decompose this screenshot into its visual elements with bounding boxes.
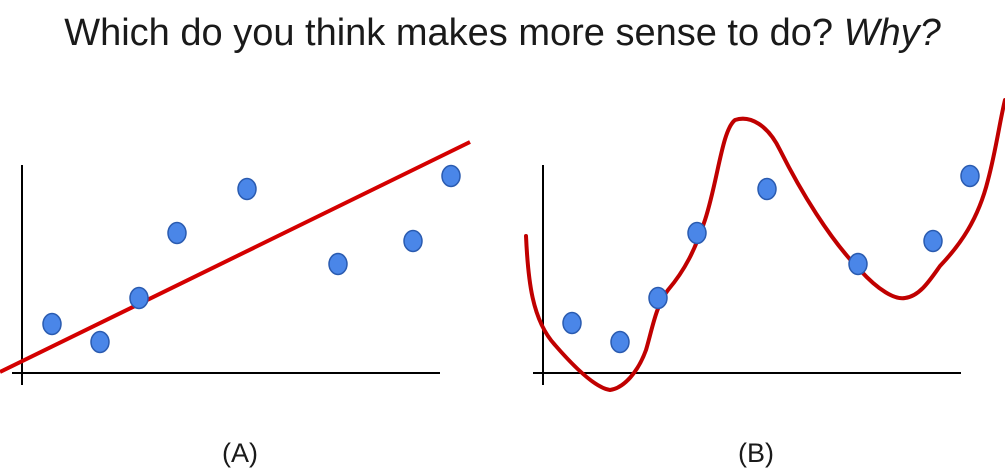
panel-b-points	[562, 164, 980, 354]
panel-a-point	[237, 177, 257, 201]
question-title: Which do you think makes more sense to d…	[0, 12, 1005, 55]
panel-b-point	[923, 229, 943, 253]
panel-a-caption: (A)	[222, 438, 258, 468]
panel-b-point	[687, 221, 707, 245]
panel-a-point	[42, 312, 62, 336]
panel-b-point	[610, 330, 630, 354]
panel-b-point	[960, 164, 980, 188]
question-text: Which do you think makes more sense to d…	[64, 12, 844, 54]
panel-b-point	[848, 252, 868, 276]
panel-a-point	[441, 164, 461, 188]
panel-a-point	[90, 330, 110, 354]
question-why: Why?	[843, 12, 941, 54]
panel-b-point	[562, 311, 582, 335]
panel-a-axes	[12, 165, 440, 385]
panel-b-point	[648, 286, 668, 310]
panel-a-point	[167, 221, 187, 245]
panel-b-axes	[533, 165, 961, 385]
panel-a-point	[129, 286, 149, 310]
panel-b-caption: (B)	[738, 438, 774, 468]
panel-a-fit-line	[0, 140, 471, 374]
panel-a-points	[42, 164, 461, 354]
panel-a-point	[403, 229, 423, 253]
panel-b-fit-curve	[524, 98, 1005, 392]
panel-a-point	[328, 252, 348, 276]
panel-b-point	[757, 177, 777, 201]
